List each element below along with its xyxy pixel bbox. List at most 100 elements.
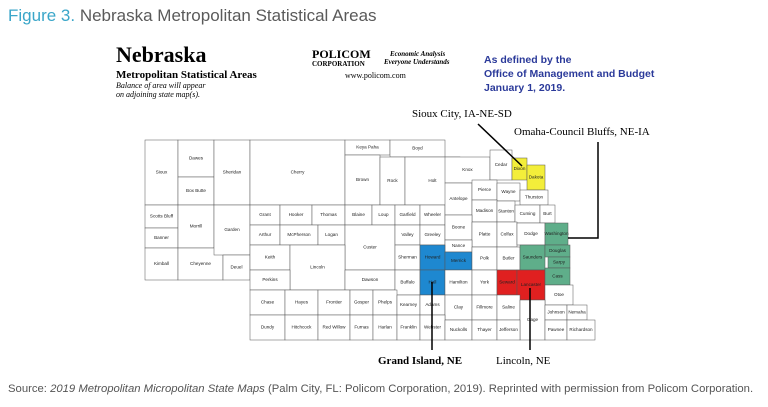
county-label: Wheeler (424, 212, 442, 217)
county-label: Hitchcock (292, 325, 313, 330)
county-label: Gage (527, 317, 539, 322)
county-label: Custer (363, 245, 377, 250)
county-label: Clay (454, 305, 464, 310)
county (249, 314, 286, 341)
county-label: Sioux (156, 170, 168, 175)
county-label: York (480, 280, 490, 285)
source-rest: (Palm City, FL: Policom Corporation, 201… (267, 383, 754, 395)
county-label: Richardson (569, 327, 593, 332)
county-label: Dundy (261, 325, 275, 330)
county-label: Thurston (525, 195, 544, 200)
county-label: Phelps (378, 300, 393, 305)
county-label: Pierce (478, 187, 491, 192)
msa-label: Lincoln, NE (496, 355, 551, 367)
county-label: Chase (261, 300, 275, 305)
county-label: Hamilton (449, 280, 468, 285)
county-label: Dawes (189, 156, 204, 161)
county-label: Burt (543, 211, 552, 216)
county-label: Brown (356, 177, 369, 182)
county-label: Dodge (524, 231, 538, 236)
county (317, 289, 351, 316)
county-label: Rock (387, 178, 398, 183)
county-label: Polk (480, 256, 490, 261)
county (284, 289, 319, 316)
county (213, 204, 251, 256)
county-label: Loup (378, 212, 389, 217)
county-label: Seward (499, 280, 515, 285)
county (471, 294, 498, 321)
county-label: Douglas (549, 248, 567, 253)
county-label: Fillmore (476, 305, 493, 310)
county-label: Hayes (295, 300, 309, 305)
county-label: Adams (425, 302, 440, 307)
county (444, 214, 473, 241)
county-label: Sherman (398, 255, 417, 260)
county (249, 244, 291, 271)
county (289, 244, 346, 291)
county (344, 154, 381, 206)
county-label: Boone (452, 225, 466, 230)
county-label: Blaine (352, 212, 365, 217)
county-label: Sheridan (223, 170, 242, 175)
county-label: Sarpy (553, 260, 566, 265)
county-label: Madison (476, 208, 494, 213)
county-label: Franklin (400, 325, 417, 330)
source-prefix: Source: (8, 383, 47, 395)
county-label: Gosper (354, 300, 370, 305)
county-label: Howard (425, 255, 441, 260)
county (249, 139, 346, 206)
county-label: Keith (265, 255, 276, 260)
county (566, 319, 596, 341)
county-label: Lincoln (310, 265, 325, 270)
county-label: Jefferson (499, 327, 518, 332)
figure-title: Nebraska Metropolitan Statistical Areas (79, 6, 377, 25)
county-label: Kimball (154, 261, 169, 266)
county-label: Butler (502, 256, 514, 261)
county-label: Greeley (424, 232, 441, 237)
county-label: Dawson (362, 277, 379, 282)
county (496, 319, 521, 341)
county-label: Dakota (529, 175, 544, 180)
county (144, 139, 179, 206)
county (284, 314, 319, 341)
county (519, 244, 546, 271)
county-label: Johnson (547, 310, 565, 315)
county-label: Washington (544, 231, 569, 236)
map-note: on adjoining state map(s). (116, 90, 200, 99)
county (213, 139, 251, 206)
msa-label: Omaha-Council Bluffs, NE-IA (514, 126, 650, 138)
county-label: Wayne (501, 189, 516, 194)
county-label: Saline (502, 305, 515, 310)
source-title: 2019 Metropolitan Micropolitan State Map… (50, 383, 265, 395)
defined-by: As defined by the (484, 54, 572, 66)
county-label: Holt (428, 178, 437, 183)
county-label: Thayer (477, 327, 492, 332)
county (144, 247, 179, 281)
county (317, 314, 351, 341)
publisher: CORPORATION (312, 60, 365, 68)
counties: Sioux Dawes Box Butte Sheridan Cherry Keya Pa… (144, 139, 596, 341)
county (419, 244, 446, 271)
county-label: Otoe (554, 292, 564, 297)
county-label: Antelope (449, 196, 468, 201)
county-label: Frontier (326, 300, 342, 305)
county-label: Cass (552, 274, 563, 279)
county-label: Garfield (399, 212, 416, 217)
county-label: Arthur (259, 232, 272, 237)
defined-by: January 1, 2019. (484, 82, 565, 94)
county-label: Nance (452, 243, 466, 248)
county-label: Keya Paha (356, 145, 379, 150)
defined-by: Office of Management and Budget (484, 68, 655, 80)
county-label: Platte (479, 232, 491, 237)
map-title: Nebraska (116, 42, 206, 67)
msa-label: Sioux City, IA-NE-SD (412, 108, 512, 120)
county (177, 204, 215, 249)
county-label: Cherry (291, 170, 305, 175)
map-note: Balance of area will appear (116, 81, 206, 90)
county-label: Banner (154, 235, 169, 240)
county-label: Hooker (289, 212, 304, 217)
county-label: Garden (224, 227, 240, 232)
website: www.policom.com (345, 71, 407, 80)
tagline: Economic Analysis (389, 50, 445, 58)
county-label: McPherson (287, 232, 311, 237)
